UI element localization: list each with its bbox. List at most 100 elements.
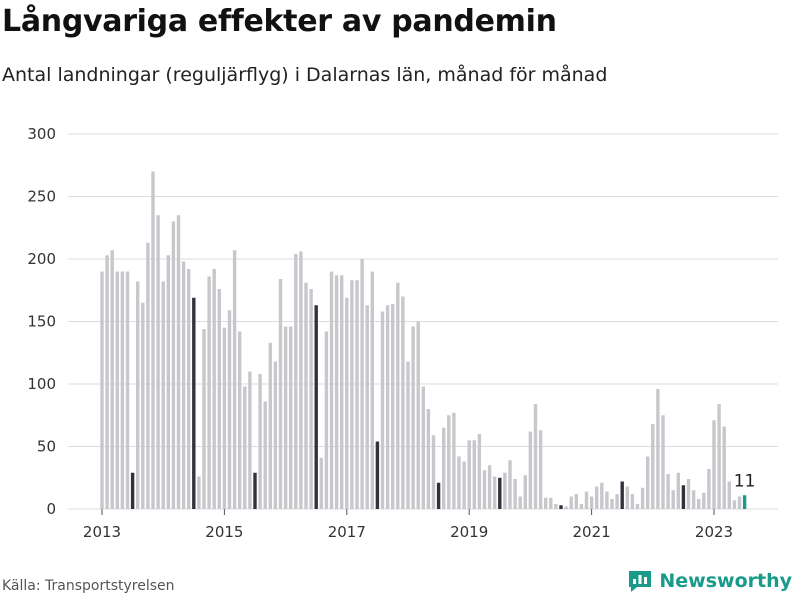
- bar-2020-07: [559, 505, 563, 509]
- bar-2021-05: [610, 499, 614, 509]
- bar-2016-11: [334, 275, 339, 509]
- bar-2023-04: [727, 481, 731, 509]
- bar-2016-06: [309, 289, 313, 509]
- brand-logo: Newsworthy: [627, 568, 792, 594]
- bar-2013-07: [130, 472, 135, 509]
- bar-2018-08: [442, 427, 446, 509]
- newsworthy-logo-icon: [629, 571, 652, 592]
- bar-2022-01: [651, 424, 655, 509]
- bar-2014-05: [181, 261, 186, 509]
- bar-2018-03: [416, 321, 420, 509]
- bar-2019-07: [498, 477, 502, 509]
- bar-2020-02: [533, 404, 538, 509]
- bars: 11: [100, 171, 756, 509]
- bar-2022-04: [666, 474, 670, 509]
- bar-2019-09: [508, 460, 512, 509]
- bar-2020-06: [554, 504, 558, 509]
- bar-2015-10: [268, 342, 272, 509]
- bar-2015-03: [232, 250, 237, 509]
- bar-2022-10: [697, 499, 701, 509]
- bar-2018-12: [462, 461, 466, 509]
- bar-2021-03: [600, 482, 604, 509]
- x-tick-label: 2015: [205, 523, 243, 541]
- bar-2014-12: [217, 289, 221, 509]
- bar-2016-02: [289, 326, 293, 509]
- bar-2014-07: [192, 297, 196, 509]
- bar-2014-11: [212, 269, 216, 509]
- bar-2018-09: [447, 415, 451, 509]
- bar-2021-01: [589, 496, 594, 509]
- bar-2021-06: [615, 494, 619, 509]
- bar-2014-09: [202, 329, 206, 509]
- bar-2023-01: [712, 420, 716, 509]
- bar-2016-08: [319, 457, 323, 509]
- chart-title: Långvariga effekter av pandemin: [2, 4, 557, 39]
- bar-2023-05: [732, 500, 737, 509]
- bar-2013-10: [146, 242, 150, 509]
- bar-2017-01: [345, 297, 349, 509]
- bar-2020-03: [538, 430, 543, 509]
- brand-name: Newsworthy: [659, 570, 792, 592]
- bar-2017-07: [375, 441, 380, 509]
- bar-2019-10: [513, 479, 517, 509]
- x-tick-label: 2017: [328, 523, 366, 541]
- bar-2017-12: [401, 296, 405, 509]
- bar-2018-11: [457, 456, 461, 509]
- bar-2019-05: [487, 465, 492, 509]
- bar-2016-05: [304, 282, 308, 509]
- bar-2020-05: [549, 497, 553, 509]
- bar-2017-10: [391, 304, 395, 509]
- y-tick-label: 300: [27, 125, 56, 143]
- y-tick-label: 0: [46, 500, 56, 518]
- bar-2015-04: [238, 331, 242, 509]
- bar-2014-01: [161, 281, 165, 509]
- bar-2014-08: [197, 476, 201, 509]
- bar-2016-09: [324, 331, 329, 509]
- bar-2021-11: [640, 487, 645, 509]
- y-tick-label: 150: [27, 313, 56, 331]
- bar-2018-10: [452, 412, 456, 509]
- bar-2018-07: [436, 482, 441, 509]
- bar-2017-09: [385, 305, 390, 509]
- bar-2022-06: [676, 472, 680, 509]
- bar-2019-12: [523, 475, 527, 509]
- bar-2016-01: [283, 326, 288, 509]
- bar-2019-11: [518, 496, 522, 509]
- x-tick-label: 2021: [573, 523, 611, 541]
- y-tick-label: 50: [37, 438, 56, 456]
- bar-2022-12: [707, 469, 711, 509]
- bar-2015-02: [227, 310, 232, 509]
- bar-2014-06: [187, 269, 191, 509]
- bar-2020-11: [579, 504, 584, 509]
- bar-2019-03: [477, 434, 482, 509]
- bar-2013-12: [156, 215, 160, 509]
- bar-2013-06: [125, 271, 130, 509]
- source-note: Källa: Transportstyrelsen: [2, 578, 175, 594]
- bar-2018-04: [421, 386, 425, 509]
- bar-2013-04: [115, 271, 119, 509]
- x-tick-label: 2019: [450, 523, 488, 541]
- y-tick-label: 250: [27, 188, 56, 206]
- bar-2017-11: [396, 282, 400, 509]
- bar-2013-08: [136, 281, 140, 509]
- bar-2023-03: [722, 426, 726, 509]
- bar-2017-06: [370, 271, 374, 509]
- bar-2019-04: [482, 470, 487, 509]
- bar-2013-01: [100, 271, 104, 509]
- bar-2017-02: [350, 280, 354, 509]
- bar-2017-03: [355, 280, 359, 509]
- bar-2013-02: [105, 255, 109, 509]
- bar-2015-09: [263, 401, 267, 509]
- bar-2020-01: [528, 431, 533, 509]
- bar-2021-12: [646, 456, 650, 509]
- bar-2023-06: [737, 496, 742, 509]
- bar-2021-04: [605, 491, 609, 509]
- y-tick-label: 100: [27, 375, 56, 393]
- bar-2016-03: [294, 254, 298, 509]
- bar-2022-03: [661, 415, 665, 509]
- latest-value-label: 11: [734, 471, 756, 491]
- bar-2020-10: [574, 494, 578, 509]
- bar-2022-11: [702, 492, 706, 509]
- bar-2018-02: [411, 326, 415, 509]
- bar-2017-05: [365, 305, 369, 509]
